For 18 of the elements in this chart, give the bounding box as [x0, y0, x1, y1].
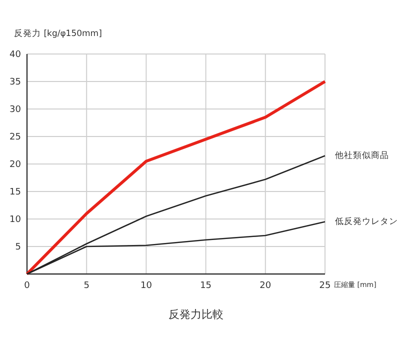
y-tick-label: 35 — [10, 78, 21, 88]
y-tick-label: 20 — [10, 160, 22, 170]
y-tick-label: 5 — [15, 242, 21, 252]
x-tick-label: 10 — [140, 281, 152, 291]
x-tick-label: 15 — [200, 281, 212, 291]
series-label: 他社類似商品 — [335, 150, 389, 161]
y-tick-label: 25 — [10, 132, 21, 142]
y-axis-title: 反発力 [kg/φ150mm] — [14, 28, 102, 39]
x-tick-label: 5 — [84, 281, 90, 291]
y-tick-label: 10 — [10, 215, 22, 225]
y-tick-label: 30 — [10, 105, 22, 115]
y-tick-label: 40 — [10, 50, 22, 60]
text: 反発力比較 — [168, 308, 224, 321]
x-tick-label: 25 — [319, 281, 331, 291]
y-tick-label: 15 — [10, 188, 21, 198]
x-tick-label: 0 — [24, 281, 30, 291]
series-label: 低反発ウレタン — [335, 216, 398, 227]
x-tick-label: 20 — [260, 281, 272, 291]
